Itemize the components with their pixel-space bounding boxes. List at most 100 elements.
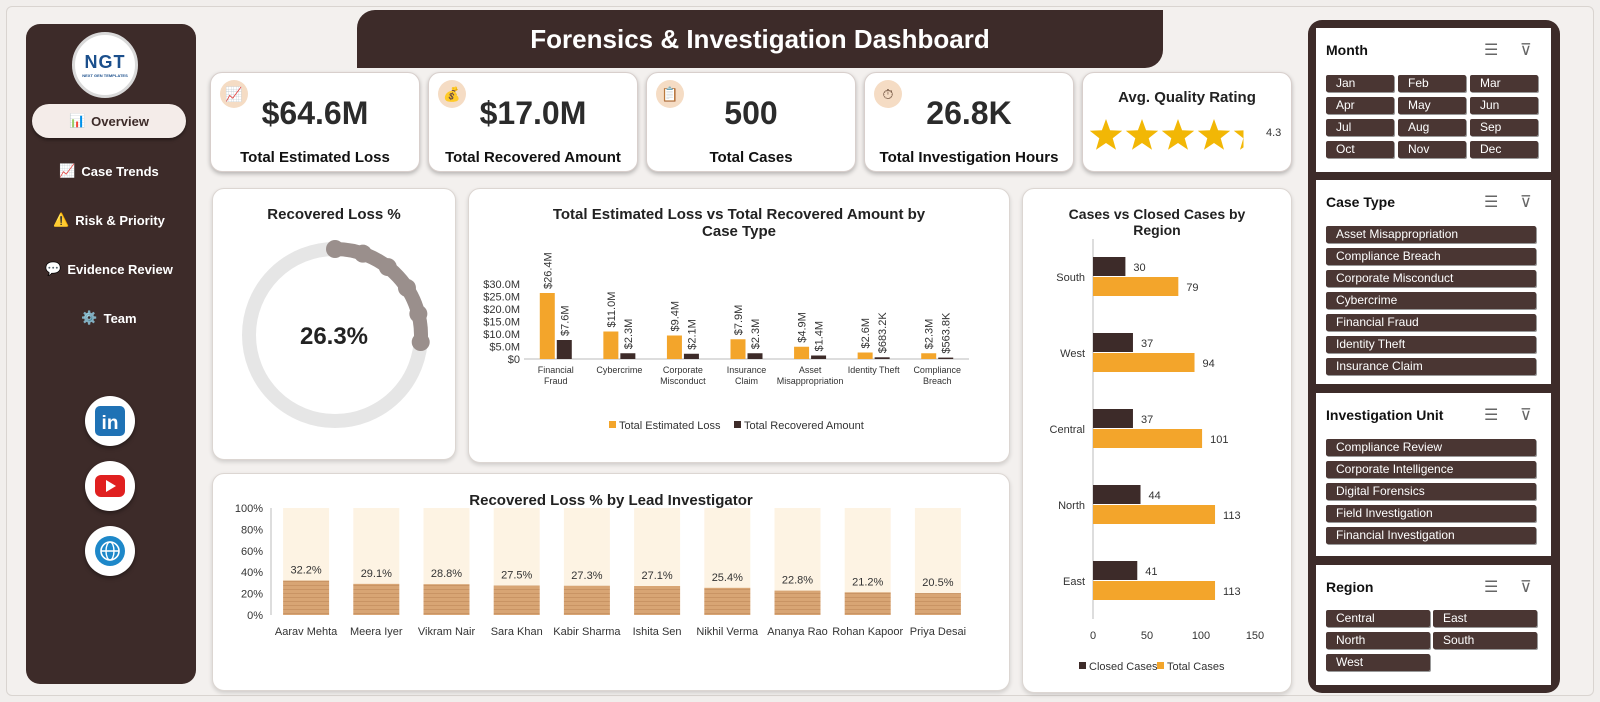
slicer-item[interactable]: Apr: [1326, 97, 1394, 114]
data-label: 20.5%: [922, 577, 953, 589]
data-label: $9.4M: [669, 301, 681, 332]
speech-bubble-icon: 💬: [45, 261, 62, 276]
star-icon: [1197, 119, 1231, 150]
slicer-item[interactable]: Jun: [1470, 97, 1538, 114]
bar-chart-icon: 📊: [68, 113, 86, 128]
slicer-item[interactable]: Financial Investigation: [1326, 527, 1536, 544]
donut-fill: [334, 242, 428, 343]
slicer-item[interactable]: Jul: [1326, 119, 1394, 136]
kpi-label: Total Cases: [709, 149, 793, 166]
slicer-item[interactable]: Identity Theft: [1326, 336, 1536, 353]
multi-select-icon[interactable]: ☰: [1484, 42, 1499, 59]
column-bar: [747, 353, 763, 359]
region-bar: [1093, 581, 1216, 600]
data-label: 25.4%: [712, 572, 743, 584]
slicer-item[interactable]: Feb: [1398, 75, 1466, 92]
logo-mark: NGT: [84, 52, 126, 72]
investigator-panel: Recovered Loss % by Lead Investigator 0%…: [212, 473, 1010, 691]
y-tick-label: $15.0M: [483, 317, 520, 329]
slicer-item[interactable]: Compliance Breach: [1326, 248, 1536, 265]
slicer-item[interactable]: Compliance Review: [1326, 439, 1536, 456]
slicer-item[interactable]: Oct: [1326, 141, 1394, 158]
trend-chart-icon: 📈: [59, 163, 76, 178]
x-tick-label: Corporate: [663, 365, 703, 375]
nav-team[interactable]: ⚙️ Team: [32, 301, 186, 335]
slicer-item[interactable]: Financial Fraud: [1326, 314, 1536, 331]
donut-chart: [242, 240, 430, 428]
slicer-item[interactable]: Sep: [1470, 119, 1538, 136]
slicer-item[interactable]: Asset Misappropriation: [1326, 226, 1536, 243]
investigator-bar: [844, 592, 891, 615]
slicer-item[interactable]: Corporate Misconduct: [1326, 270, 1536, 287]
legend-swatch: [1079, 662, 1086, 669]
donut-knob: [411, 333, 430, 352]
data-label: 113: [1223, 586, 1241, 598]
x-tick-label: 100: [1192, 630, 1210, 642]
slicer-item[interactable]: Aug: [1398, 119, 1466, 136]
data-label: 21.2%: [852, 576, 883, 588]
logo-subtitle: NEXT GEN TEMPLATES: [82, 73, 128, 78]
nav-team-label: Team: [103, 310, 137, 326]
website-link[interactable]: [85, 526, 135, 576]
slicer-item[interactable]: Cybercrime: [1326, 292, 1536, 309]
legend-label: Closed Cases: [1089, 661, 1158, 673]
data-label: $2.3M: [924, 319, 936, 350]
nav-risk-priority[interactable]: ⚠️ Risk & Priority: [32, 203, 186, 237]
slicer-item[interactable]: Field Investigation: [1326, 505, 1536, 522]
nav-evidence-review[interactable]: 💬 Evidence Review: [32, 252, 186, 286]
slicer-item[interactable]: South: [1433, 632, 1537, 649]
slicer-item[interactable]: Nov: [1398, 141, 1466, 158]
linkedin-icon: in: [95, 406, 125, 436]
slicer-item[interactable]: Mar: [1470, 75, 1538, 92]
data-label: $2.1M: [686, 319, 698, 350]
nav-overview[interactable]: 📊 Overview: [32, 104, 186, 138]
slicer-title: Region: [1326, 579, 1374, 595]
column-bar: [921, 353, 937, 359]
clear-filter-icon[interactable]: ⊽: [1520, 579, 1532, 596]
x-tick-label: Breach: [923, 376, 952, 386]
kpi-value: 26.8K: [926, 95, 1012, 131]
slicer-case-type: Case Type ☰ ⊽ Asset Misappropriation Comp…: [1316, 180, 1551, 384]
x-tick-label: Asset: [799, 365, 822, 375]
slicer-title: Case Type: [1326, 194, 1395, 210]
column-chart: $0$5.0M$10.0M$15.0M$20.0M$25.0M$30.0M $26…: [483, 252, 969, 432]
data-label: 27.1%: [641, 570, 672, 582]
slicer-title: Investigation Unit: [1326, 407, 1444, 423]
youtube-link[interactable]: [85, 461, 135, 511]
slicer-item[interactable]: May: [1398, 97, 1466, 114]
slicer-item[interactable]: East: [1433, 610, 1537, 627]
x-tick-label: Identity Theft: [848, 365, 900, 375]
x-tick-label: Ishita Sen: [633, 626, 682, 638]
nav-case-trends[interactable]: 📈 Case Trends: [32, 154, 186, 188]
clear-filter-icon[interactable]: ⊽: [1520, 42, 1532, 59]
clear-filter-icon[interactable]: ⊽: [1520, 407, 1532, 424]
investigator-bar: [493, 585, 540, 615]
kpi-label: Total Estimated Loss: [240, 149, 390, 166]
data-label: $4.9M: [797, 312, 809, 343]
slicer-item[interactable]: Corporate Intelligence: [1326, 461, 1536, 478]
data-label: 94: [1203, 358, 1215, 370]
slicer-item[interactable]: Insurance Claim: [1326, 358, 1536, 375]
slicer-item[interactable]: West: [1326, 654, 1430, 671]
nav-evidence-review-label: Evidence Review: [67, 261, 173, 277]
kpi-total-recovered-amount: 💰 $17.0M Total Recovered Amount: [428, 72, 638, 172]
linkedin-link[interactable]: in: [85, 396, 135, 446]
clear-filter-icon[interactable]: ⊽: [1520, 194, 1532, 211]
slicer-item[interactable]: Digital Forensics: [1326, 483, 1536, 500]
y-tick-label: $30.0M: [483, 279, 520, 291]
multi-select-icon[interactable]: ☰: [1484, 194, 1499, 211]
slicer-item[interactable]: North: [1326, 632, 1430, 649]
slicer-item[interactable]: Jan: [1326, 75, 1394, 92]
data-label: 22.8%: [782, 575, 813, 587]
region-bar: [1093, 485, 1141, 504]
multi-select-icon[interactable]: ☰: [1484, 407, 1499, 424]
legend-swatch: [734, 421, 741, 428]
multi-select-icon[interactable]: ☰: [1484, 579, 1499, 596]
slicer-item[interactable]: Central: [1326, 610, 1430, 627]
x-tick-label: 0: [1090, 630, 1096, 642]
slicer-item[interactable]: Dec: [1470, 141, 1538, 158]
x-tick-label: Kabir Sharma: [553, 626, 621, 638]
region-bar: [1093, 429, 1203, 448]
svg-text:in: in: [102, 413, 119, 434]
region-bar: [1093, 333, 1133, 352]
